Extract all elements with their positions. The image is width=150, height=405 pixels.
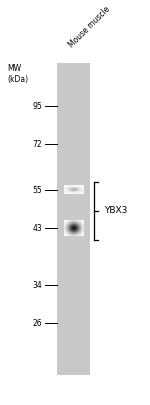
Text: 43: 43 bbox=[32, 224, 42, 232]
Text: 55: 55 bbox=[32, 185, 42, 194]
Text: 26: 26 bbox=[32, 319, 42, 328]
Text: 95: 95 bbox=[32, 102, 42, 111]
Text: MW
(kDa): MW (kDa) bbox=[8, 64, 29, 84]
Text: Mouse muscle: Mouse muscle bbox=[67, 4, 112, 49]
Text: 72: 72 bbox=[32, 140, 42, 149]
Text: 34: 34 bbox=[32, 281, 42, 290]
Text: YBX3: YBX3 bbox=[104, 207, 128, 215]
Bar bbox=[57, 63, 90, 375]
